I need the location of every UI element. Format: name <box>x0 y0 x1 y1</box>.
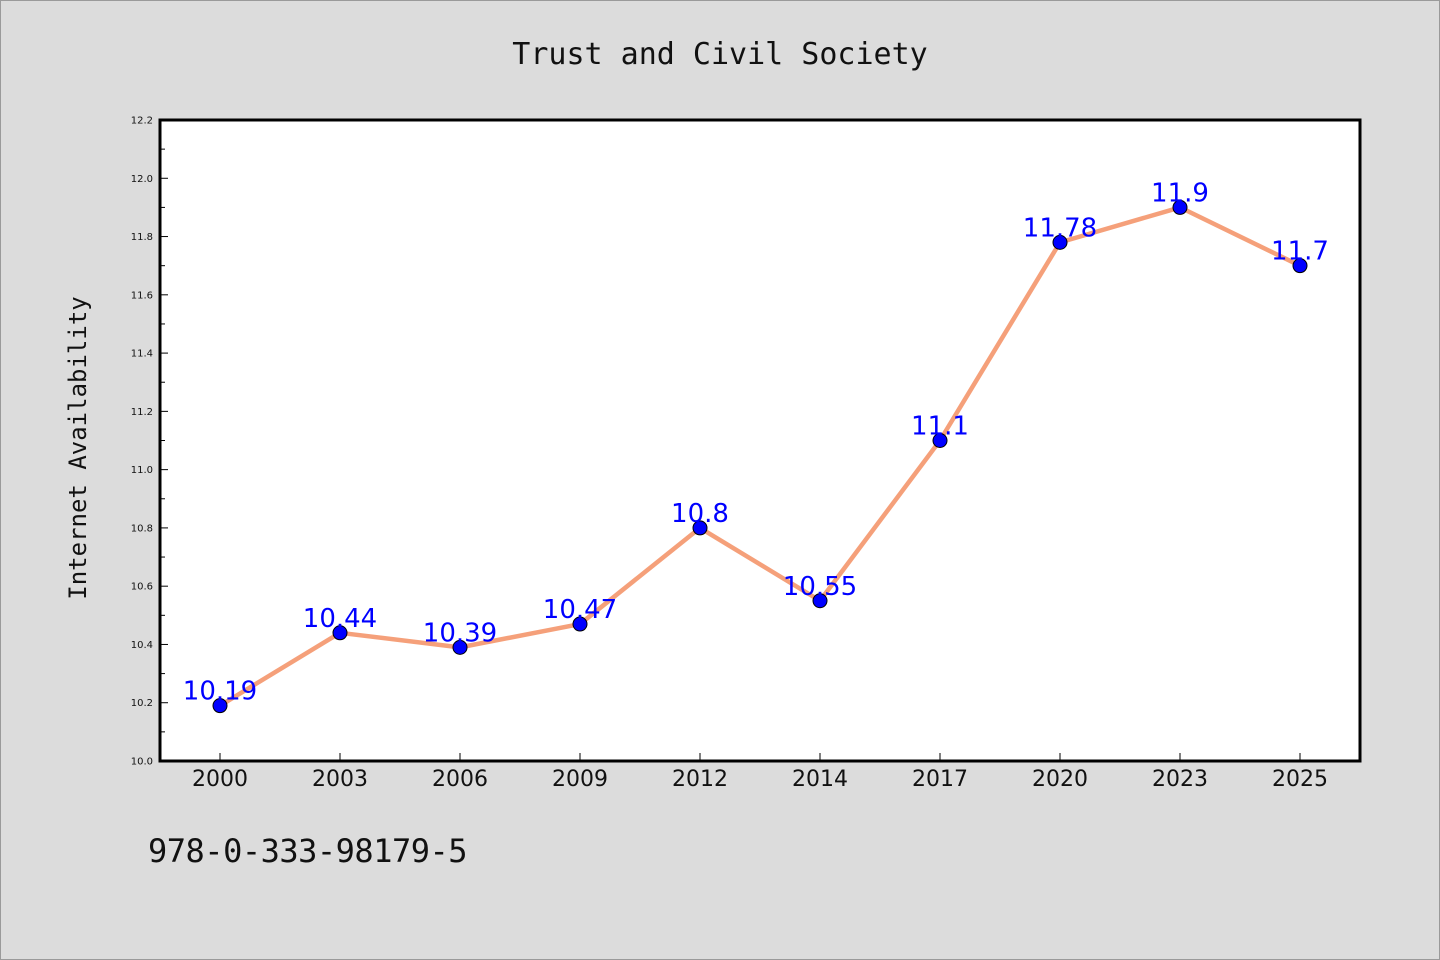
y-tick-label: 11.4 <box>131 349 153 360</box>
y-tick-label: 10.8 <box>131 523 153 534</box>
data-point <box>932 433 948 448</box>
data-point <box>1172 199 1188 215</box>
data-label: 11.7 <box>1271 237 1329 267</box>
y-axis-label: Internet Availability <box>64 296 92 599</box>
y-tick-label: 11.0 <box>131 465 153 476</box>
x-tick-label: 2000 <box>192 767 248 792</box>
data-point <box>692 520 708 536</box>
y-tick-label: 10.6 <box>131 582 153 593</box>
data-point <box>1052 234 1068 250</box>
data-label: 10.47 <box>543 595 617 625</box>
x-tick-label: 2017 <box>912 767 968 792</box>
data-point <box>452 639 468 655</box>
x-tick-label: 2014 <box>792 767 848 792</box>
data-label: 10.55 <box>783 572 857 602</box>
data-label: 10.19 <box>183 677 257 707</box>
x-tick-label: 2009 <box>552 767 608 792</box>
data-label: 11.9 <box>1151 178 1209 208</box>
series-line <box>217 205 1303 708</box>
chart-title: Trust and Civil Society <box>512 37 927 72</box>
y-tick-label: 11.6 <box>131 290 153 301</box>
y-tick-label: 10.4 <box>131 640 153 651</box>
y-axis: 10.0 10.2 10.4 10.6 10.8 11.0 11.2 11.4 11.6 11.8… <box>131 116 168 768</box>
y-tick-label: 11.2 <box>131 407 153 418</box>
x-tick-label: 2025 <box>1272 767 1328 792</box>
x-axis: 2000 2003 2006 2009 2012 2014 2017 2020 2023 2025 <box>192 753 1328 792</box>
data-point <box>572 616 588 632</box>
x-tick-label: 2006 <box>432 767 488 792</box>
y-tick-label: 12.2 <box>131 116 153 127</box>
y-tick-label: 10.0 <box>131 757 153 768</box>
isbn-text: 978-0-333-98179-5 <box>148 832 468 870</box>
y-tick-label: 11.8 <box>131 232 153 243</box>
data-point <box>212 698 228 714</box>
data-point <box>812 593 828 609</box>
plot-area <box>158 118 1362 763</box>
data-label: 11.78 <box>1023 213 1097 243</box>
data-label: 11.1 <box>911 412 969 442</box>
y-tick-label: 10.2 <box>131 698 153 709</box>
x-tick-label: 2023 <box>1152 767 1208 792</box>
series-group: 10.19 10.44 10.39 10.47 10.8 10.55 11.1 11.78 11… <box>183 178 1329 714</box>
data-label: 10.8 <box>671 499 729 529</box>
x-tick-label: 2020 <box>1032 767 1088 792</box>
data-point <box>332 625 348 641</box>
x-tick-label: 2012 <box>672 767 728 792</box>
data-label: 10.44 <box>303 604 377 634</box>
data-label: 10.39 <box>423 618 497 648</box>
data-point <box>1292 258 1308 274</box>
y-tick-label: 12.0 <box>131 174 153 185</box>
x-tick-label: 2003 <box>312 767 368 792</box>
